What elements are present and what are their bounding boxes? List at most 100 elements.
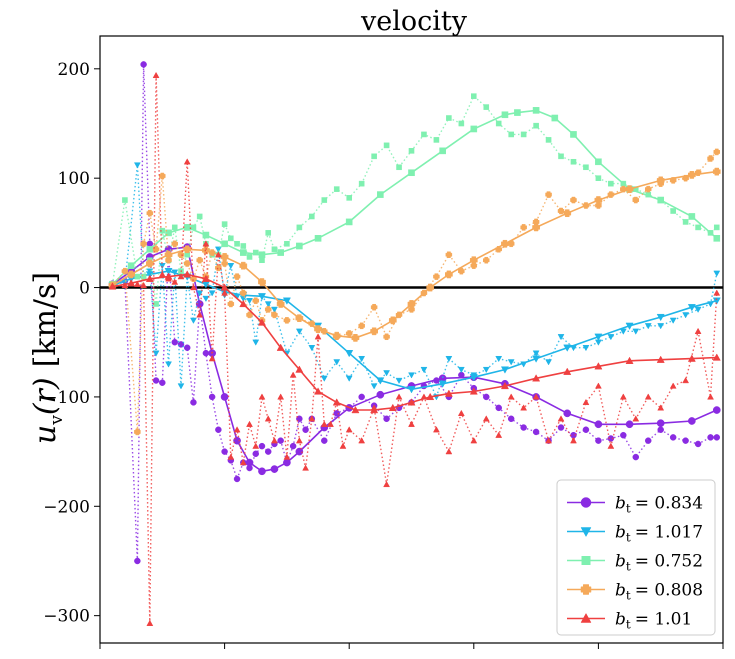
series-noisy-point — [190, 317, 197, 324]
series-noisy-point — [239, 459, 247, 466]
series-smooth-point — [376, 377, 385, 385]
series-noisy-point — [713, 270, 721, 277]
series-smooth-point — [407, 386, 416, 394]
series-smooth-point — [376, 390, 385, 399]
series-smooth-point — [712, 297, 721, 305]
series-smooth-point — [470, 125, 478, 133]
series-smooth-point — [345, 218, 353, 226]
series-noisy-point — [557, 415, 565, 422]
series-noisy-point — [713, 148, 721, 156]
svg-text:uv(r)[km/s]: uv(r) [km/s] — [28, 272, 67, 444]
series-noisy-point — [470, 437, 478, 444]
series-noisy-point — [214, 246, 222, 253]
series-smooth-point — [201, 274, 210, 282]
series-noisy-point — [657, 404, 665, 411]
series-noisy-point — [208, 393, 216, 401]
series-noisy-point — [557, 207, 565, 215]
legend-item: bt = 1.01 — [567, 610, 692, 632]
series-noisy-point — [202, 240, 210, 247]
series-noisy-point — [183, 344, 191, 351]
series-smooth-point — [146, 245, 154, 253]
series-noisy-point — [190, 284, 197, 291]
series-noisy-point — [694, 306, 702, 313]
series-noisy-point — [134, 273, 141, 280]
series-smooth-point — [469, 256, 478, 265]
series-noisy-point — [482, 415, 490, 422]
series-noisy-point — [358, 355, 366, 363]
series-noisy-point — [495, 120, 502, 127]
series-smooth-line — [112, 170, 717, 339]
series-noisy-point — [289, 442, 297, 450]
series-smooth-point — [595, 158, 602, 166]
series-noisy-point — [532, 393, 540, 400]
series-noisy-point — [619, 393, 627, 400]
series-noisy-point — [644, 323, 652, 330]
series-smooth-point — [438, 380, 447, 388]
series-smooth-point — [351, 405, 360, 414]
series-noisy-point — [570, 196, 577, 204]
series-noisy-point — [383, 370, 391, 377]
series-noisy-point — [152, 350, 160, 357]
series-noisy-point — [669, 382, 677, 389]
series-smooth-point — [314, 387, 323, 395]
y-tick-label: −300 — [43, 607, 90, 627]
series-noisy-point — [202, 349, 210, 357]
series-noisy-point — [252, 339, 260, 346]
series-smooth-line — [112, 273, 717, 411]
series-noisy-point — [214, 251, 222, 258]
series-noisy-point — [632, 328, 640, 335]
series-noisy-point — [177, 273, 185, 280]
series-noisy-point — [140, 240, 147, 248]
legend-box — [556, 479, 716, 636]
series-noisy-point — [146, 240, 154, 248]
series-noisy-point — [570, 158, 577, 165]
series-smooth-point — [332, 398, 341, 406]
series-noisy-point — [657, 323, 665, 330]
series-noisy-point — [333, 359, 341, 366]
series-noisy-point — [252, 442, 260, 449]
series-noisy-point — [158, 263, 166, 270]
legend-item: bt = 0.834 — [567, 494, 703, 516]
series-noisy-point — [545, 437, 552, 444]
series-smooth-point — [426, 283, 435, 292]
series-noisy-point — [433, 137, 440, 143]
series-noisy-point — [495, 431, 503, 438]
series-noisy-point — [309, 213, 315, 220]
series-smooth-point — [295, 365, 304, 373]
series-noisy-point — [152, 377, 160, 384]
series-noisy-point — [644, 393, 652, 400]
series-smooth-point — [712, 353, 721, 361]
series-noisy-point — [259, 257, 265, 264]
series-noisy-point — [383, 415, 390, 423]
series-noisy-point — [121, 267, 129, 275]
series-noisy-point — [457, 366, 465, 374]
series-noisy-point — [682, 312, 690, 319]
series-noisy-point — [321, 437, 328, 444]
series-noisy-point — [133, 162, 141, 169]
series-smooth-point — [221, 240, 228, 248]
series-smooth-point — [239, 249, 247, 256]
series-smooth-point — [258, 467, 266, 476]
y-tick-label: 100 — [58, 169, 90, 189]
legend-item: bt = 0.752 — [567, 552, 703, 574]
series-smooth-point — [407, 300, 416, 308]
chart-title: velocity — [360, 6, 468, 37]
series-smooth-point — [239, 261, 248, 270]
legend-label: bt = 0.752 — [615, 552, 703, 574]
series-noisy-point — [582, 426, 590, 433]
series-noisy-point — [208, 355, 216, 362]
series-noisy-point — [520, 404, 528, 411]
series-noisy-point — [346, 195, 352, 201]
series-smooth-point — [625, 185, 634, 193]
series-noisy-point — [264, 306, 272, 313]
series-noisy-point — [246, 254, 253, 260]
series-noisy-point — [395, 393, 403, 400]
y-tick-label: 200 — [58, 60, 90, 80]
series-smooth-point — [688, 213, 696, 220]
series-noisy-point — [682, 376, 690, 384]
series-noisy-point — [183, 260, 191, 267]
series-noisy-point — [620, 431, 627, 439]
series-noisy-point — [632, 453, 640, 461]
series-noisy-point — [333, 186, 340, 192]
series-noisy-point — [595, 175, 602, 181]
